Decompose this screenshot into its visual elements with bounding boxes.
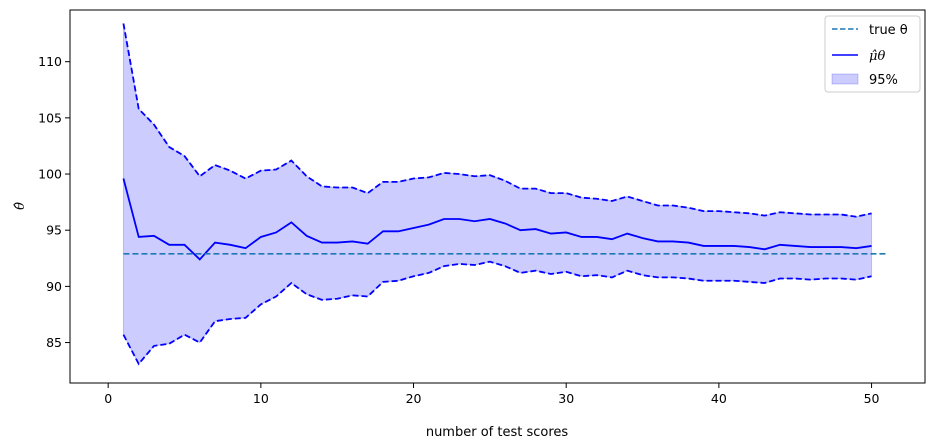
mu-hat-line xyxy=(122,178,872,261)
axes-frame xyxy=(69,9,926,384)
y-tick-label: 105 xyxy=(38,110,62,125)
y-tick-label: 95 xyxy=(46,223,62,238)
legend-true-theta-label: true θ xyxy=(869,23,908,38)
x-tick-label: 50 xyxy=(864,391,880,406)
y-axis: 85 90 95 100 105 110 xyxy=(38,54,70,350)
legend: true θ μ̂θ 95% xyxy=(824,15,921,93)
x-tick-label: 40 xyxy=(711,391,727,406)
legend-box xyxy=(824,15,921,93)
confidence-band-95 xyxy=(122,23,873,365)
plot-area xyxy=(122,23,887,366)
upper-bound-line xyxy=(122,23,872,218)
lower-bound-line xyxy=(122,260,872,366)
x-axis: 0 10 20 30 40 50 xyxy=(104,383,880,406)
legend-95-label: 95% xyxy=(869,73,898,88)
legend-mu-hat-label: μ̂θ xyxy=(869,49,885,64)
x-tick-label: 10 xyxy=(253,391,269,406)
legend-95-swatch xyxy=(831,73,859,85)
x-tick-label: 0 xyxy=(104,391,112,406)
y-tick-label: 85 xyxy=(46,335,62,350)
y-tick-label: 100 xyxy=(38,167,62,182)
y-tick-label: 90 xyxy=(46,279,62,294)
x-axis-label: number of test scores xyxy=(426,425,569,440)
y-axis-label: θ̂ xyxy=(13,202,28,210)
x-tick-label: 20 xyxy=(406,391,422,406)
y-tick-label: 110 xyxy=(38,54,62,69)
x-tick-label: 30 xyxy=(558,391,574,406)
